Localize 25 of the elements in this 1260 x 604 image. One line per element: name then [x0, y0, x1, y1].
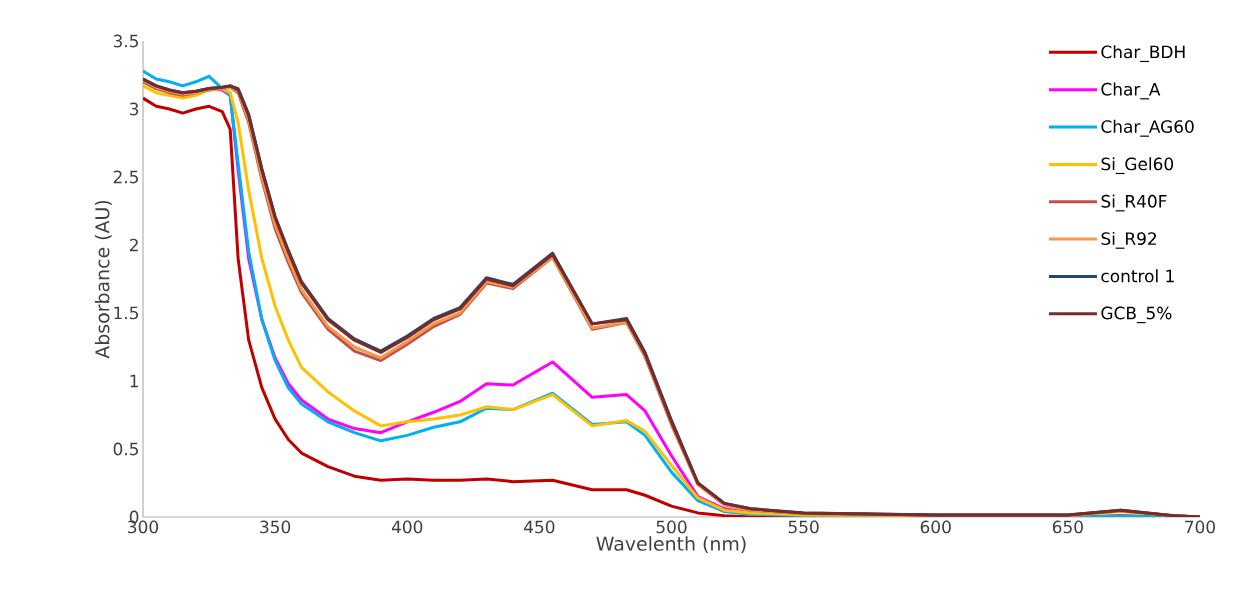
- x-tick-label: 350: [260, 520, 291, 534]
- x-tick-label: 550: [788, 520, 819, 534]
- y-tick-label: 1: [130, 374, 138, 388]
- legend-label: control 1: [1101, 269, 1174, 283]
- legend-label: Si_R40F: [1101, 194, 1167, 212]
- legend-label: Char_AG60: [1101, 119, 1194, 137]
- x-tick-label: 450: [524, 520, 555, 534]
- legend-label: Char_A: [1101, 82, 1161, 100]
- y-tick-label: 0.5: [113, 442, 138, 456]
- legend-label: Char_BDH: [1101, 45, 1185, 63]
- x-tick-label: 500: [656, 520, 687, 534]
- x-tick-label: 400: [391, 520, 423, 534]
- y-tick-label: 3.5: [113, 34, 138, 48]
- legend-label: GCB_5%: [1101, 306, 1172, 324]
- legend-label: Si_Gel60: [1101, 157, 1174, 175]
- x-axis-title: Wavelenth (nm): [596, 536, 746, 554]
- y-tick-label: 3: [130, 102, 139, 116]
- y-axis-title: Absorbance (AU): [94, 200, 112, 359]
- x-tick-label: 700: [1185, 520, 1215, 534]
- y-tick-label: 2: [129, 238, 138, 252]
- x-tick-label: 600: [920, 520, 951, 534]
- legend-label: Si_R92: [1101, 231, 1156, 249]
- x-tick-label: 650: [1052, 520, 1083, 534]
- y-tick-label: 2.5: [113, 170, 138, 184]
- y-tick-label: 1.5: [114, 306, 138, 320]
